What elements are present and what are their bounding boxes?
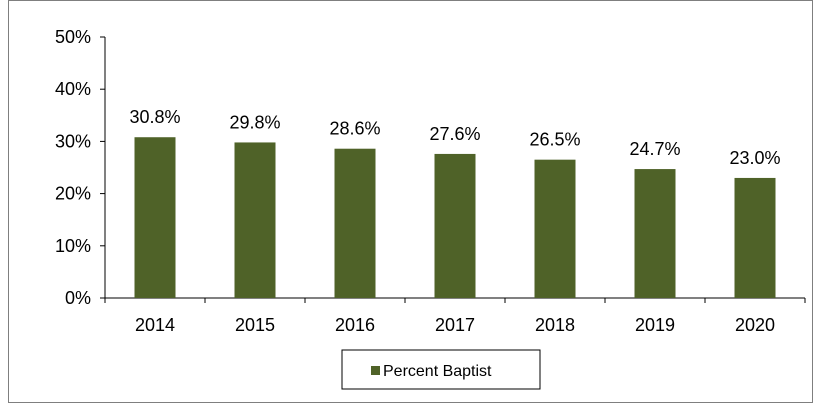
chart-labels: 30.8% 2014 29.8% 2015 28.6% 2016 27.6% 2017 26.5… [129,107,780,335]
x-tick-label: 2015 [235,315,275,335]
y-tick-label: 20% [55,184,91,204]
x-tick-label: 2019 [635,315,675,335]
bar [634,169,676,298]
chart-axes: 0% 10% 20% 30% 40% 50% [55,27,806,308]
bar [234,142,276,298]
bar [534,159,576,298]
legend-swatch [371,366,380,375]
data-label: 27.6% [429,124,480,144]
y-tick-label: 10% [55,236,91,256]
x-tick-label: 2018 [535,315,575,335]
bar [734,177,776,298]
data-label: 24.7% [629,139,680,159]
x-tick-label: 2017 [435,315,475,335]
legend-label: Percent Baptist [383,363,492,380]
data-label: 29.8% [229,112,280,132]
y-tick-label: 40% [55,79,91,99]
x-tick-label: 2020 [735,315,775,335]
data-label: 28.6% [329,119,380,139]
x-tick-label: 2016 [335,315,375,335]
y-tick-label: 50% [55,27,91,47]
bar [134,137,176,298]
x-tick-label: 2014 [135,315,175,335]
chart-legend: Percent Baptist [341,349,541,390]
bar [334,148,376,298]
bar [434,153,476,298]
y-tick-label: 30% [55,131,91,151]
y-tick-label: 0% [65,288,91,308]
data-label: 30.8% [129,107,180,127]
data-label: 23.0% [729,148,780,168]
chart-bars [134,137,776,298]
data-label: 26.5% [529,130,580,150]
